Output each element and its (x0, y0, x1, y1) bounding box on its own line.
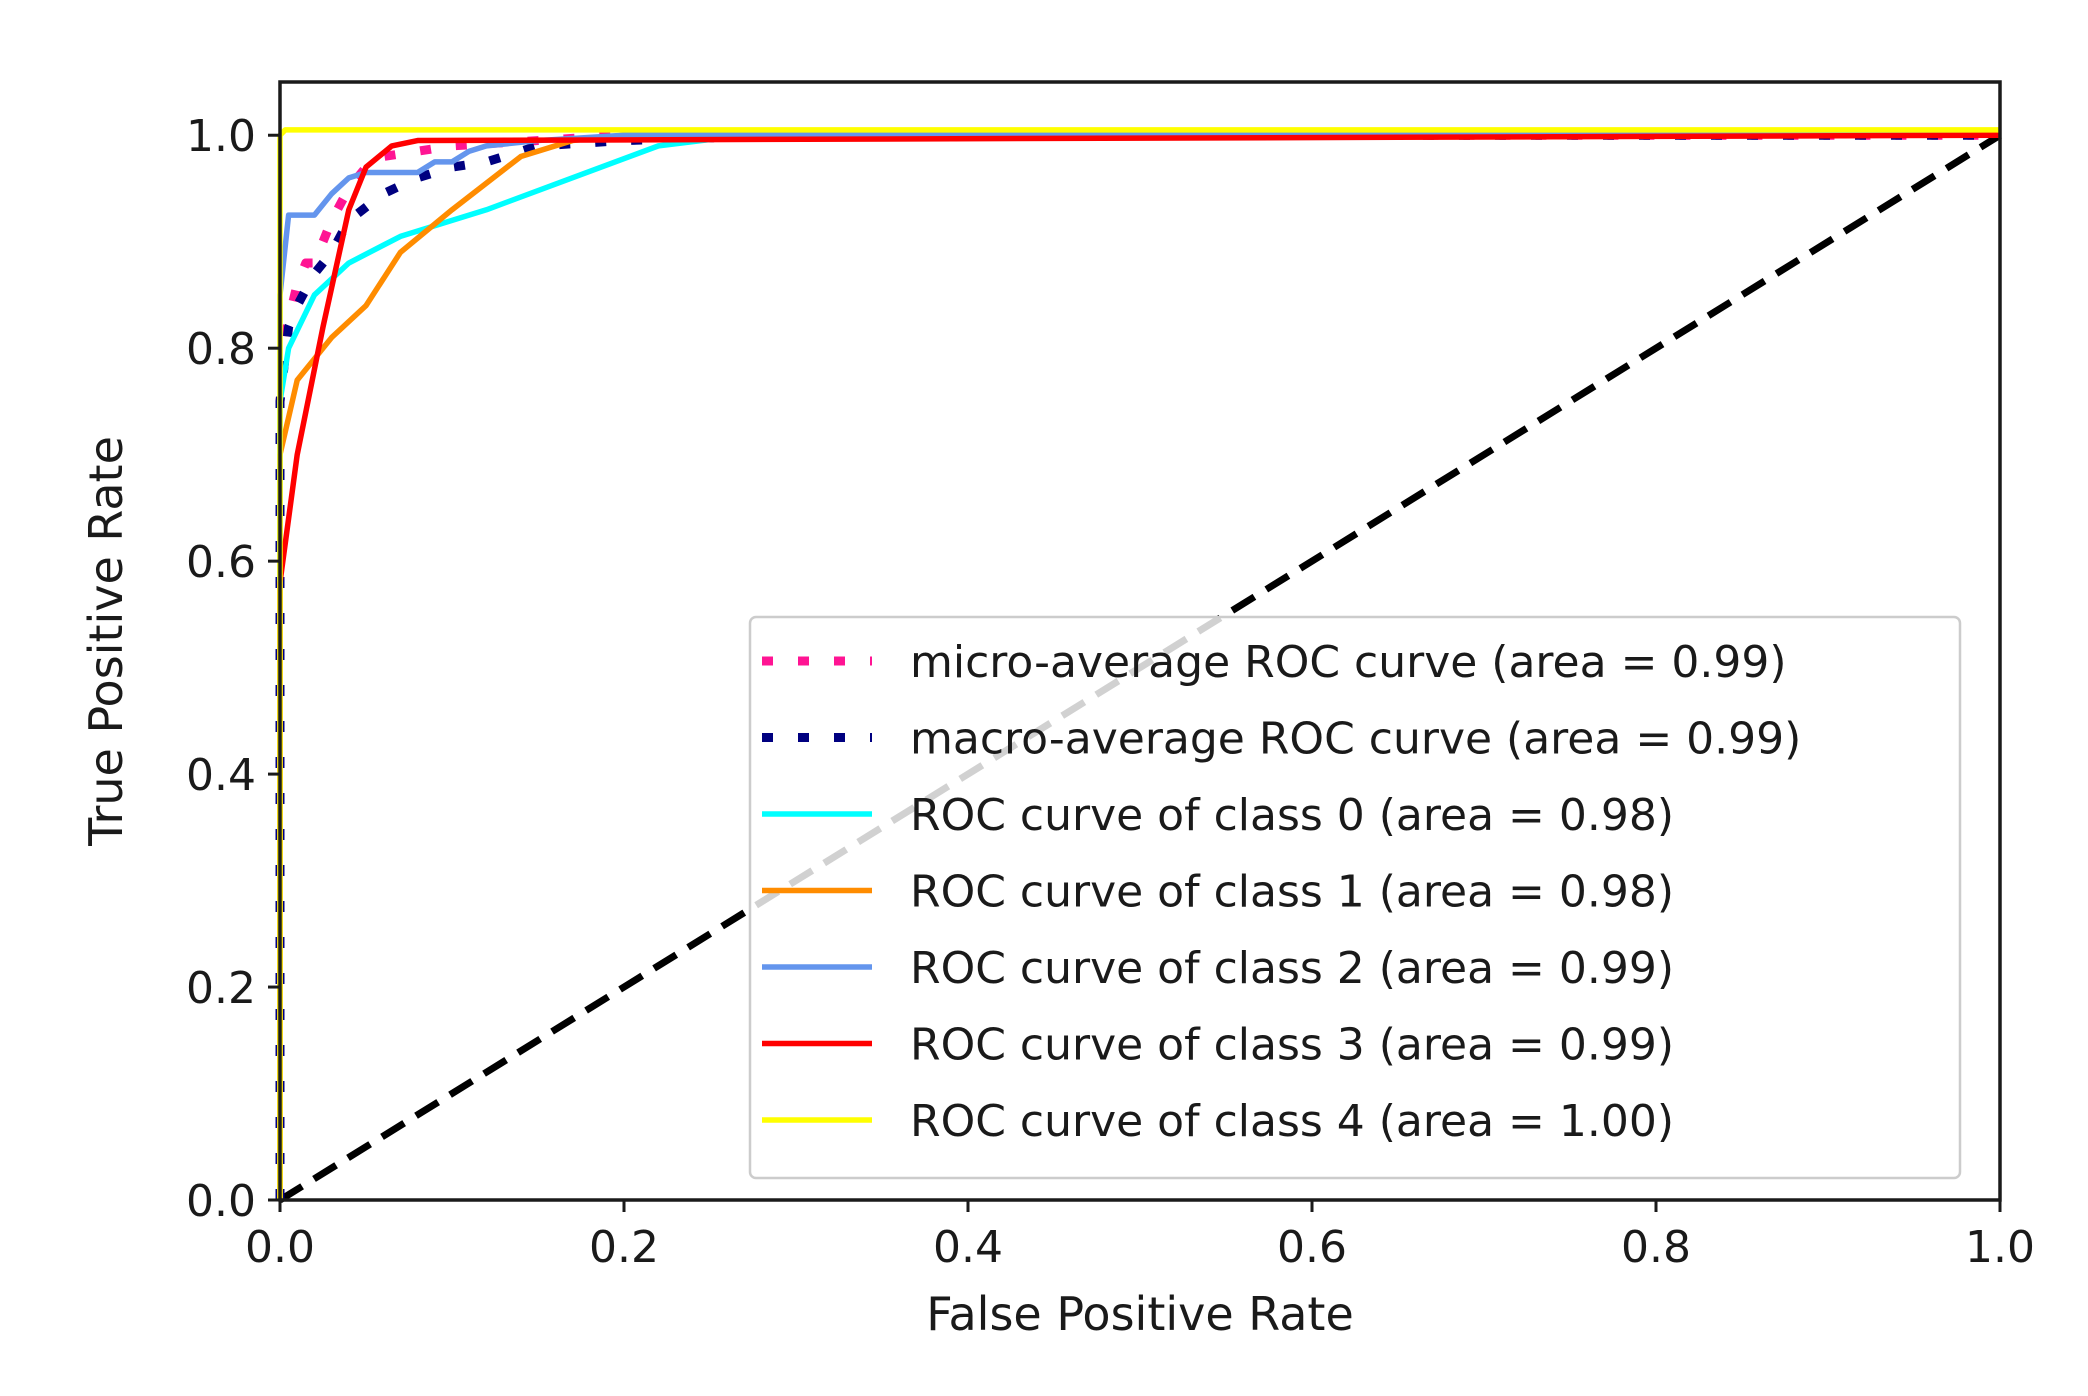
legend-label-2: ROC curve of class 0 (area = 0.98) (910, 790, 1674, 841)
y-axis-label: True Positive Rate (79, 436, 133, 847)
y-tick-label: 0.0 (186, 1176, 256, 1227)
x-tick-label: 1.0 (1965, 1222, 2035, 1273)
legend-label-3: ROC curve of class 1 (area = 0.98) (910, 867, 1674, 918)
legend: micro-average ROC curve (area = 0.99) mac… (748, 615, 1962, 1180)
legend-box (748, 615, 1962, 1180)
x-axis-ticks: 0.0 0.2 0.4 0.6 0.8 1.0 (245, 1200, 2035, 1273)
x-tick-label: 0.8 (1621, 1222, 1691, 1273)
y-tick-label: 0.2 (186, 963, 256, 1014)
x-tick-label: 0.6 (1277, 1222, 1347, 1273)
y-tick-label: 0.8 (186, 324, 256, 375)
x-tick-label: 0.0 (245, 1222, 315, 1273)
y-tick-label: 0.4 (186, 750, 256, 801)
x-tick-label: 0.4 (933, 1222, 1003, 1273)
plot-frame (278, 80, 2002, 1202)
y-tick-label: 1.0 (186, 111, 256, 162)
legend-label-6: ROC curve of class 4 (area = 1.00) (910, 1096, 1674, 1147)
legend-label-4: ROC curve of class 2 (area = 0.99) (910, 943, 1674, 994)
legend-label-5: ROC curve of class 3 (area = 0.99) (910, 1020, 1674, 1071)
legend-label-0: micro-average ROC curve (area = 0.99) (910, 637, 1787, 688)
x-tick-label: 0.2 (589, 1222, 659, 1273)
legend-label-1: macro-average ROC curve (area = 0.99) (910, 714, 1801, 765)
y-axis-ticks: 0.0 0.2 0.4 0.6 0.8 1.0 (186, 111, 280, 1227)
plot-area (275, 80, 2002, 1203)
y-tick-label: 0.6 (186, 537, 256, 588)
x-axis-label: False Positive Rate (926, 1287, 1354, 1341)
roc-series-5 (277, 132, 2001, 1200)
